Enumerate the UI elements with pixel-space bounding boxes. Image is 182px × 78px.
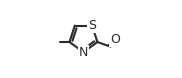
Text: N: N (79, 46, 88, 59)
Text: O: O (110, 33, 120, 46)
Text: S: S (88, 19, 96, 32)
